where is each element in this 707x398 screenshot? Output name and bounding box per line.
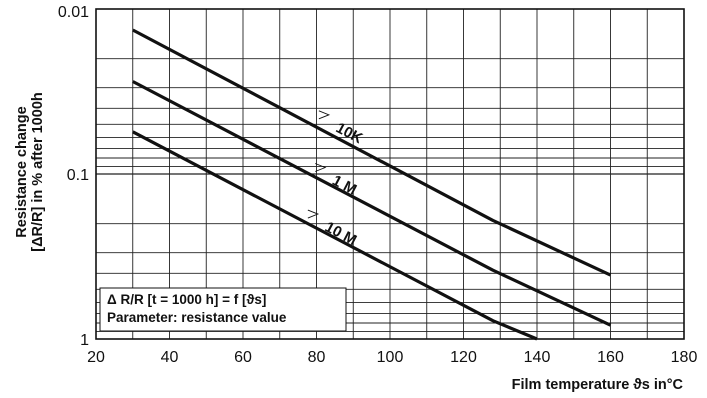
- series-label-3: 10 M: [322, 219, 359, 250]
- grid: [96, 9, 684, 339]
- y-axis-label-line-1: Resistance change: [14, 106, 30, 237]
- y-tick-label: 0.1: [67, 167, 89, 184]
- series-line-2: [132, 80, 612, 327]
- x-tick-label: 120: [450, 349, 477, 366]
- x-tick-label: 180: [671, 349, 698, 366]
- x-tick-label: 80: [308, 349, 326, 366]
- annotation-box-bg: [99, 287, 347, 332]
- y-axis-label: Resistance change [ΔR/R] in % after 1000…: [14, 92, 46, 252]
- x-axis-label: Film temperature ϑs in°C: [512, 377, 684, 393]
- series-lines: [132, 28, 612, 341]
- annotation-line-1: Δ R/R [t = 1000 h] = f [ϑs]: [107, 292, 266, 307]
- series-label-2: 1 M: [329, 172, 359, 199]
- x-tick-label: 60: [234, 349, 252, 366]
- annotation-box: Δ R/R [t = 1000 h] = f [ϑs] Parameter: r…: [99, 287, 347, 332]
- series-line-3: [132, 130, 538, 341]
- x-tick-labels: 20 40 60 80 100 120 140 160 180: [87, 349, 697, 366]
- y-tick-label: 0.01: [58, 4, 89, 21]
- series-label-marker-2: [315, 163, 327, 172]
- series-line-1: [132, 28, 612, 277]
- plot-frame: [95, 8, 685, 340]
- x-tick-label: 100: [377, 349, 404, 366]
- x-tick-label: 40: [161, 349, 179, 366]
- x-tick-label: 140: [524, 349, 551, 366]
- series-label-marker-1: [318, 110, 331, 120]
- x-tick-label: 20: [87, 349, 105, 366]
- y-tick-labels: 0.01 0.1 1: [58, 4, 89, 349]
- y-axis-label-line-2: [ΔR/R] in % after 1000h: [30, 92, 46, 252]
- x-tick-label: 160: [597, 349, 624, 366]
- y-tick-label: 1: [80, 332, 89, 349]
- series-label-marker-3: [307, 209, 320, 219]
- annotation-line-2: Parameter: resistance value: [107, 310, 287, 325]
